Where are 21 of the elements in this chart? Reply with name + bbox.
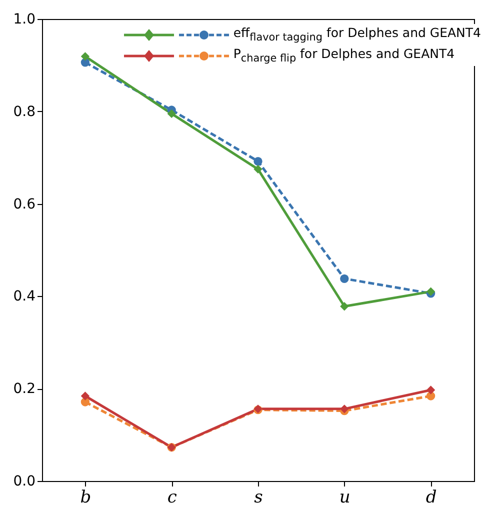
y-tick-label: 0.0 — [13, 474, 36, 490]
point — [254, 156, 262, 166]
point — [340, 302, 349, 311]
x-tick-label: d — [426, 488, 437, 507]
point — [80, 392, 90, 400]
y-tick-label: 0.2 — [13, 381, 36, 398]
y-tick-label: 1.0 — [13, 12, 36, 28]
x-tick-label: c — [167, 488, 178, 507]
point — [340, 274, 349, 283]
x-tick-label: b — [80, 488, 92, 507]
point — [80, 52, 90, 61]
legend-label: P$_{charge flip}$ for Delphes and GEANT4 — [233, 46, 455, 65]
y-tick-label: 0.4 — [13, 288, 36, 305]
y-tick-label: 0.6 — [13, 196, 36, 212]
x-tick-label: u — [339, 488, 350, 507]
point — [426, 386, 436, 394]
point — [254, 164, 262, 174]
legend-label: eff$_{flavor tagging}$ for Delphes and GEANT4 — [233, 25, 481, 44]
x-tick-label: s — [254, 488, 264, 507]
point — [167, 109, 176, 118]
y-tick-label: 0.8 — [13, 104, 36, 120]
